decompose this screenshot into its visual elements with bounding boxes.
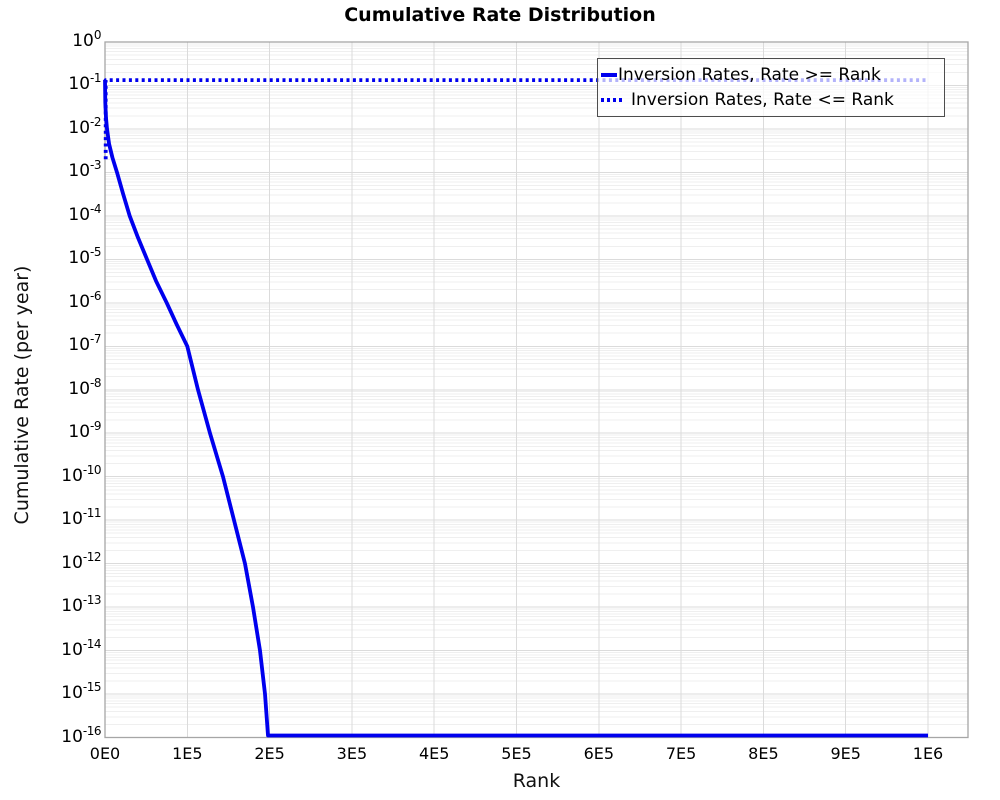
- y-tick-label: 10-14: [61, 636, 101, 660]
- legend: Inversion Rates, Rate >= Rank Inversion …: [597, 58, 945, 117]
- x-axis-label: Rank: [512, 770, 561, 792]
- y-tick-label: 10-8: [68, 375, 101, 399]
- x-tick-label: 0E0: [89, 744, 121, 763]
- x-tick-label: 9E5: [830, 744, 861, 763]
- y-tick-label: 10-5: [68, 245, 101, 269]
- x-tick-label: 2E5: [254, 744, 285, 763]
- y-tick-label: 10-11: [61, 506, 101, 530]
- y-tick-label: 10-9: [68, 419, 101, 443]
- y-tick-label: 10-13: [61, 593, 101, 617]
- legend-solid-line-icon: [601, 73, 617, 77]
- y-tick-label: 10-1: [68, 71, 101, 95]
- y-tick-label: 10-2: [68, 114, 101, 138]
- legend-dotted-line-icon: [601, 98, 624, 102]
- legend-item-rate-ge-rank: Inversion Rates, Rate >= Rank: [601, 65, 941, 85]
- y-tick-label: 10-16: [61, 723, 101, 747]
- y-tick-label: 10-15: [61, 680, 101, 704]
- chart-title: Cumulative Rate Distribution: [344, 4, 656, 26]
- y-tick-label: 10-3: [68, 158, 101, 182]
- y-tick-label: 10-10: [61, 462, 101, 486]
- x-tick-label: 4E5: [418, 744, 450, 763]
- legend-label: Inversion Rates, Rate >= Rank: [618, 65, 881, 85]
- x-tick-label: 1E6: [912, 744, 944, 763]
- x-tick-label: 3E5: [336, 744, 368, 763]
- y-axis-label: Cumulative Rate (per year): [11, 265, 33, 525]
- series-rate-ge-rank: [103, 79, 928, 738]
- legend-label: Inversion Rates, Rate <= Rank: [631, 90, 894, 110]
- x-tick-label: 7E5: [665, 744, 697, 763]
- y-tick-label: 10-4: [68, 201, 101, 225]
- x-tick-label: 1E5: [172, 744, 203, 763]
- y-tick-label: 10-7: [68, 332, 101, 356]
- x-tick-label: 8E5: [748, 744, 779, 763]
- x-tick-label: 6E5: [583, 744, 615, 763]
- x-tick-label: 5E5: [501, 744, 532, 763]
- legend-item-rate-le-rank: Inversion Rates, Rate <= Rank: [601, 90, 941, 110]
- y-tick-label: 10-6: [68, 288, 101, 312]
- y-tick-label: 10-12: [61, 549, 101, 573]
- y-tick-label: 100: [72, 28, 101, 51]
